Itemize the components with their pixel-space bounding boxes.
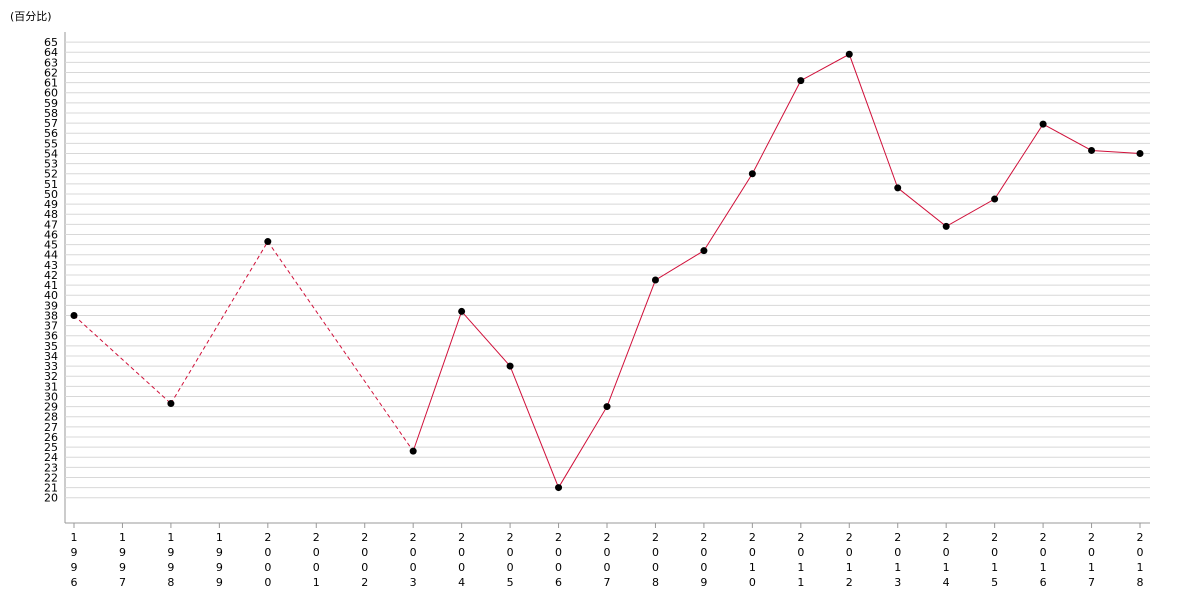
- gap-line: [170, 241, 269, 404]
- y-tick-label: 21: [44, 482, 58, 495]
- y-tick-label: 58: [44, 107, 58, 120]
- y-tick-label: 50: [44, 188, 58, 201]
- y-tick-label: 32: [44, 370, 58, 383]
- point: [797, 77, 805, 85]
- point: [894, 184, 902, 192]
- y-tick-label: 43: [44, 259, 58, 272]
- y-tick-label: 34: [44, 350, 58, 363]
- y-tick-label: 53: [44, 158, 58, 171]
- y-tick-label: 60: [44, 87, 58, 100]
- y-tick-label: 24: [44, 451, 58, 464]
- y-tick-label: 28: [44, 411, 58, 424]
- y-tick-label: 25: [44, 441, 58, 454]
- y-tick-label: 42: [44, 269, 58, 282]
- point: [603, 403, 611, 411]
- point: [1088, 146, 1096, 154]
- y-tick-label: 35: [44, 340, 58, 353]
- y-tick-label: 52: [44, 168, 58, 181]
- y-axis-label: (百分比): [10, 10, 52, 23]
- point: [409, 447, 417, 455]
- y-tick-label: 59: [44, 97, 58, 110]
- y-tick-label: 40: [44, 289, 58, 302]
- point: [942, 222, 950, 230]
- y-tick-label: 46: [44, 228, 58, 241]
- gap-line: [73, 315, 172, 404]
- y-tick-label: 36: [44, 330, 58, 343]
- y-tick-label: 37: [44, 320, 58, 333]
- point: [651, 276, 659, 284]
- point: [700, 247, 708, 255]
- y-tick-label: 20: [44, 492, 58, 505]
- y-tick-label: 31: [44, 380, 58, 393]
- y-tick-label: 23: [44, 461, 58, 474]
- line: [412, 53, 1141, 489]
- y-tick-label: 47: [44, 218, 58, 231]
- point: [1039, 120, 1047, 128]
- y-tick-label: 48: [44, 208, 58, 221]
- y-tick-label: 65: [44, 36, 58, 49]
- point: [1136, 149, 1144, 157]
- y-tick-label: 22: [44, 471, 58, 484]
- y-tick-label: 49: [44, 198, 58, 211]
- point: [748, 170, 756, 178]
- gap-line: [267, 241, 414, 452]
- point: [506, 362, 514, 370]
- y-tick-label: 33: [44, 360, 58, 373]
- y-tick-label: 54: [44, 147, 58, 160]
- y-tick-label: 55: [44, 137, 58, 150]
- y-tick-label: 44: [44, 249, 58, 262]
- y-tick-label: 62: [44, 66, 58, 79]
- y-tick-label: 61: [44, 77, 58, 90]
- y-tick-label: 57: [44, 117, 58, 130]
- y-tick-label: 38: [44, 309, 58, 322]
- point: [845, 50, 853, 58]
- point: [167, 400, 175, 408]
- y-tick-label: 51: [44, 178, 58, 191]
- y-tick-label: 26: [44, 431, 58, 444]
- y-tick-label: 39: [44, 299, 58, 312]
- point: [458, 307, 466, 315]
- y-tick-label: 30: [44, 390, 58, 403]
- point: [991, 195, 999, 203]
- y-tick-label: 27: [44, 421, 58, 434]
- y-tick-label: 56: [44, 127, 58, 140]
- point: [264, 238, 272, 246]
- point: [70, 311, 78, 319]
- y-tick-label: 29: [44, 401, 58, 414]
- y-tick-label: 41: [44, 279, 58, 292]
- y-tick-label: 45: [44, 239, 58, 252]
- y-tick-label: 64: [44, 46, 58, 59]
- point: [555, 484, 563, 492]
- y-tick-label: 63: [44, 56, 58, 69]
